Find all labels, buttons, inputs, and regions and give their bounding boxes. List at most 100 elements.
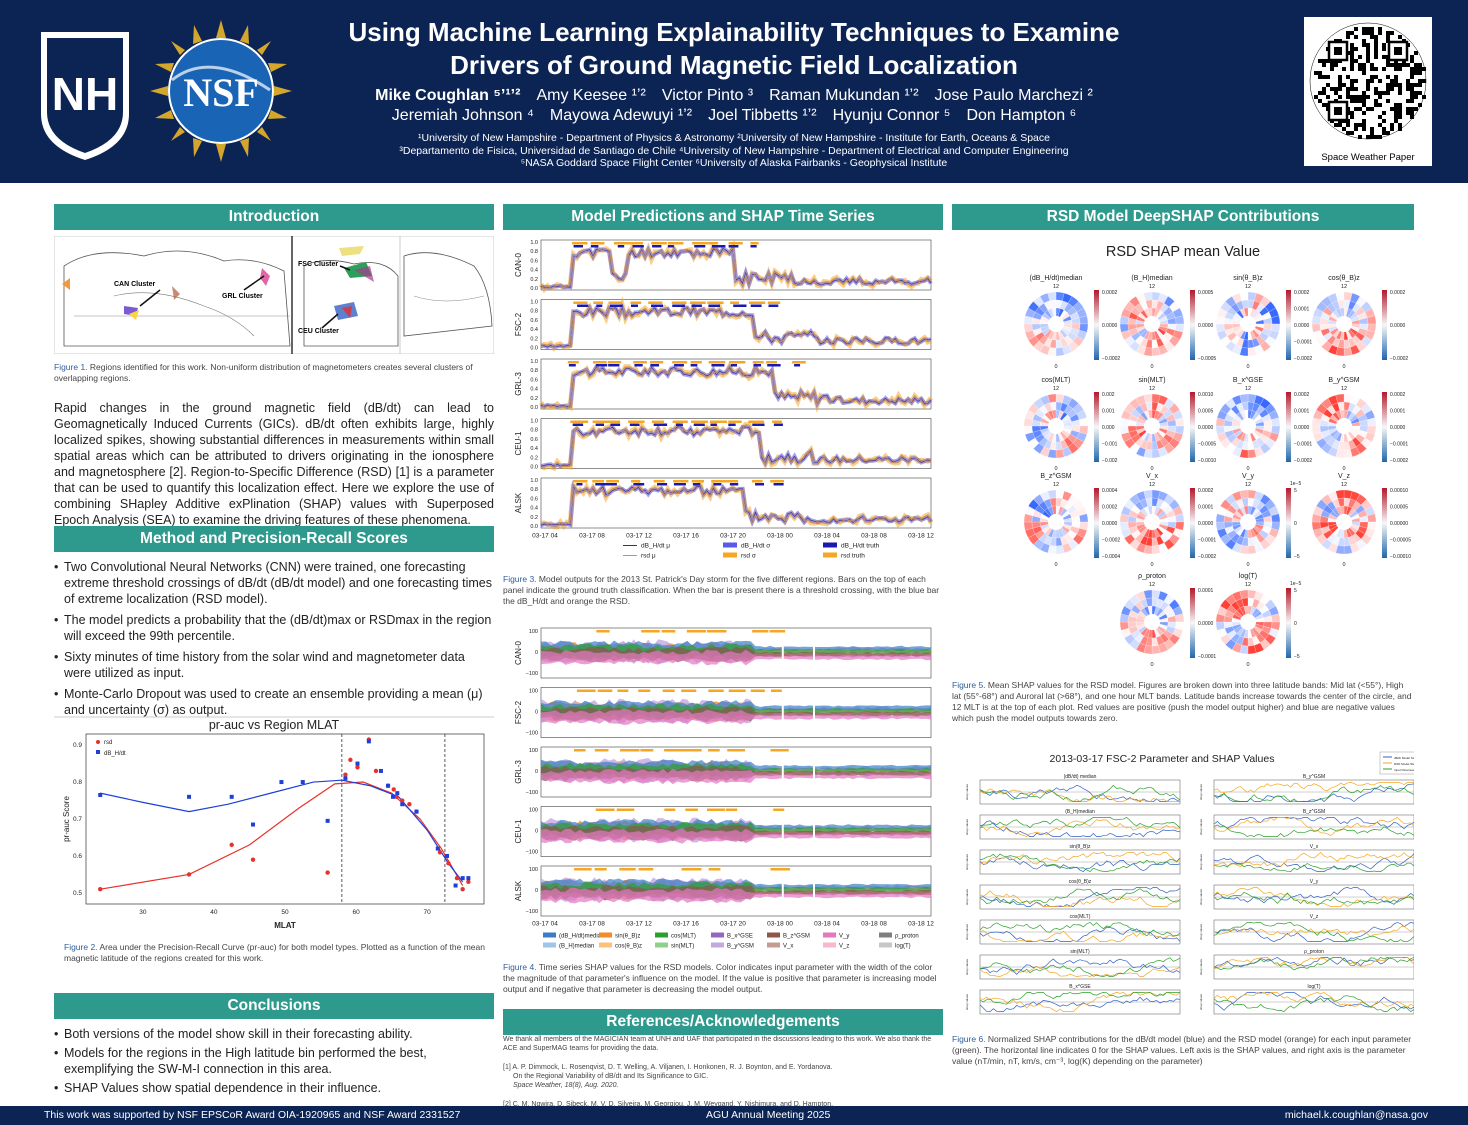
y-tick-label: 0.0 [530, 405, 538, 411]
truth-bar-rsd [617, 689, 629, 692]
truth-bar-rsd [773, 808, 785, 811]
qr-module [1354, 59, 1358, 63]
qr-module [1326, 75, 1330, 79]
colorbar-tick: 0.0001 [1294, 409, 1310, 415]
qr-module [1394, 103, 1398, 107]
qr-module [1346, 131, 1350, 135]
mlt-label-bottom: 0 [1150, 466, 1153, 472]
affiliations: ¹University of New Hampshire - Departmen… [399, 132, 1069, 169]
legend-marker [599, 942, 612, 948]
axis-label: shap values [1199, 958, 1203, 975]
figure-6-chart: 2013-03-17 FSC-2 Parameter and SHAP Valu… [952, 746, 1414, 1024]
truth-bar-rsd [592, 480, 605, 483]
panel-title: (B_H)median [1065, 809, 1095, 815]
x-tick-label: 03-17 04 [532, 921, 558, 928]
qr-module [1354, 27, 1358, 31]
series-line [979, 930, 1181, 942]
panel-title: sin(θ_B)z [1069, 844, 1091, 850]
nsf-logo: NSF [150, 20, 292, 162]
qr-module [1414, 91, 1418, 95]
colorbar-tick: 0.0002 [1294, 392, 1310, 398]
legend-marker [823, 552, 837, 558]
axis-label: shap values [1199, 818, 1203, 835]
qr-module [1406, 63, 1410, 67]
series-line [979, 958, 1181, 975]
qr-module [1346, 123, 1350, 127]
series-line [1213, 891, 1414, 905]
truth-bar-dbdt [595, 364, 608, 367]
axis-label: shap values [1199, 923, 1203, 940]
qr-module [1350, 131, 1354, 135]
series-line [979, 852, 1181, 865]
y-tick-label: 0.9 [73, 742, 82, 749]
truth-bar-dbdt [708, 304, 720, 307]
qr-module [1338, 75, 1342, 79]
colorbar-tick: 0.0002 [1198, 488, 1214, 494]
y-tick-label: 0 [535, 710, 538, 716]
colorbar-tick: −0.0002 [1102, 538, 1120, 544]
truth-bar-rsd [749, 301, 766, 304]
data-point-rsd [343, 772, 348, 777]
data-point-dbdt [453, 883, 458, 888]
qr-module [1414, 95, 1418, 99]
truth-bar-dbdt [733, 304, 747, 307]
data-point-rsd [460, 887, 465, 892]
polar-cell [1339, 409, 1345, 419]
mlt-label-bottom: 0 [1054, 562, 1057, 568]
figure-6-caption: Figure 6. Normalized SHAP contributions … [952, 1034, 1412, 1066]
qr-code-box[interactable]: Space Weather Paper [1304, 17, 1432, 166]
truth-bar-dbdt [629, 423, 640, 426]
label-can-cluster: CAN Cluster [114, 281, 156, 288]
colorbar [1286, 488, 1291, 558]
region-label: GRL-3 [514, 372, 523, 396]
colorbar-exponent: 1e−5 [1290, 581, 1301, 587]
qr-module [1406, 83, 1410, 87]
author: Mayowa Adewuyi ¹ʼ² [549, 107, 693, 124]
qr-module [1354, 123, 1358, 127]
qr-module [1370, 127, 1374, 131]
polar-cell [1339, 307, 1345, 317]
qr-module [1362, 27, 1366, 31]
data-point-dbdt [366, 739, 371, 744]
method-bullets: Two Convolutional Neural Networks (CNN) … [54, 559, 494, 723]
qr-module [1358, 67, 1362, 71]
x-tick-label: 03-18 04 [814, 921, 840, 928]
qr-module [1382, 91, 1386, 95]
qr-module [1354, 79, 1358, 83]
series-line-dbdt [540, 485, 932, 526]
panel-title: cos(θ_B)z [1328, 275, 1360, 282]
panel-title: log(T) [1239, 573, 1257, 580]
colorbar-tick: −0.0002 [1294, 458, 1312, 464]
colorbar-tick: 0.0002 [1390, 290, 1406, 296]
legend-label: (dB_H/dt)median [559, 934, 604, 940]
qr-module [1346, 87, 1350, 91]
section-header-rsd: RSD Model DeepSHAP Contributions [952, 204, 1414, 230]
axis-label: shap values [1199, 888, 1203, 905]
y-tick-label: 0.8 [530, 249, 538, 255]
conclusion-bullets: Both versions of the model show skill in… [54, 1026, 494, 1099]
legend-label: B_y^GSM [727, 944, 754, 950]
polar-cell [1051, 409, 1057, 419]
colorbar-tick: 0.002 [1102, 392, 1115, 398]
chart-title: 2013-03-17 FSC-2 Parameter and SHAP Valu… [1050, 753, 1275, 765]
mlt-label-bottom: 0 [1054, 466, 1057, 472]
qr-module [1394, 107, 1398, 111]
footer-funding: This work was supported by NSF EPSCoR Aw… [44, 1109, 461, 1121]
panel-title: sin(θ_B)z [1233, 275, 1263, 282]
qr-module [1350, 55, 1354, 59]
colorbar-tick: 0.0000 [1198, 621, 1214, 627]
truth-bar-rsd [770, 749, 789, 752]
truth-bar-rsd [707, 630, 727, 633]
qr-module [1382, 55, 1386, 59]
colorbar [1190, 392, 1195, 462]
panel-title: B_z^GSM [1303, 809, 1325, 815]
y-tick-label: 0.2 [530, 396, 538, 402]
polar-cell [1243, 505, 1249, 515]
colorbar-tick: 0.0000 [1294, 323, 1310, 329]
truth-bar-rsd [725, 808, 738, 811]
qr-code-icon[interactable] [1308, 21, 1428, 141]
truth-bar-rsd [672, 420, 688, 423]
label-fsc-cluster: FSC Cluster [298, 261, 338, 268]
truth-bar-dbdt [657, 483, 668, 486]
colorbar-tick: 0.0002 [1294, 290, 1310, 296]
